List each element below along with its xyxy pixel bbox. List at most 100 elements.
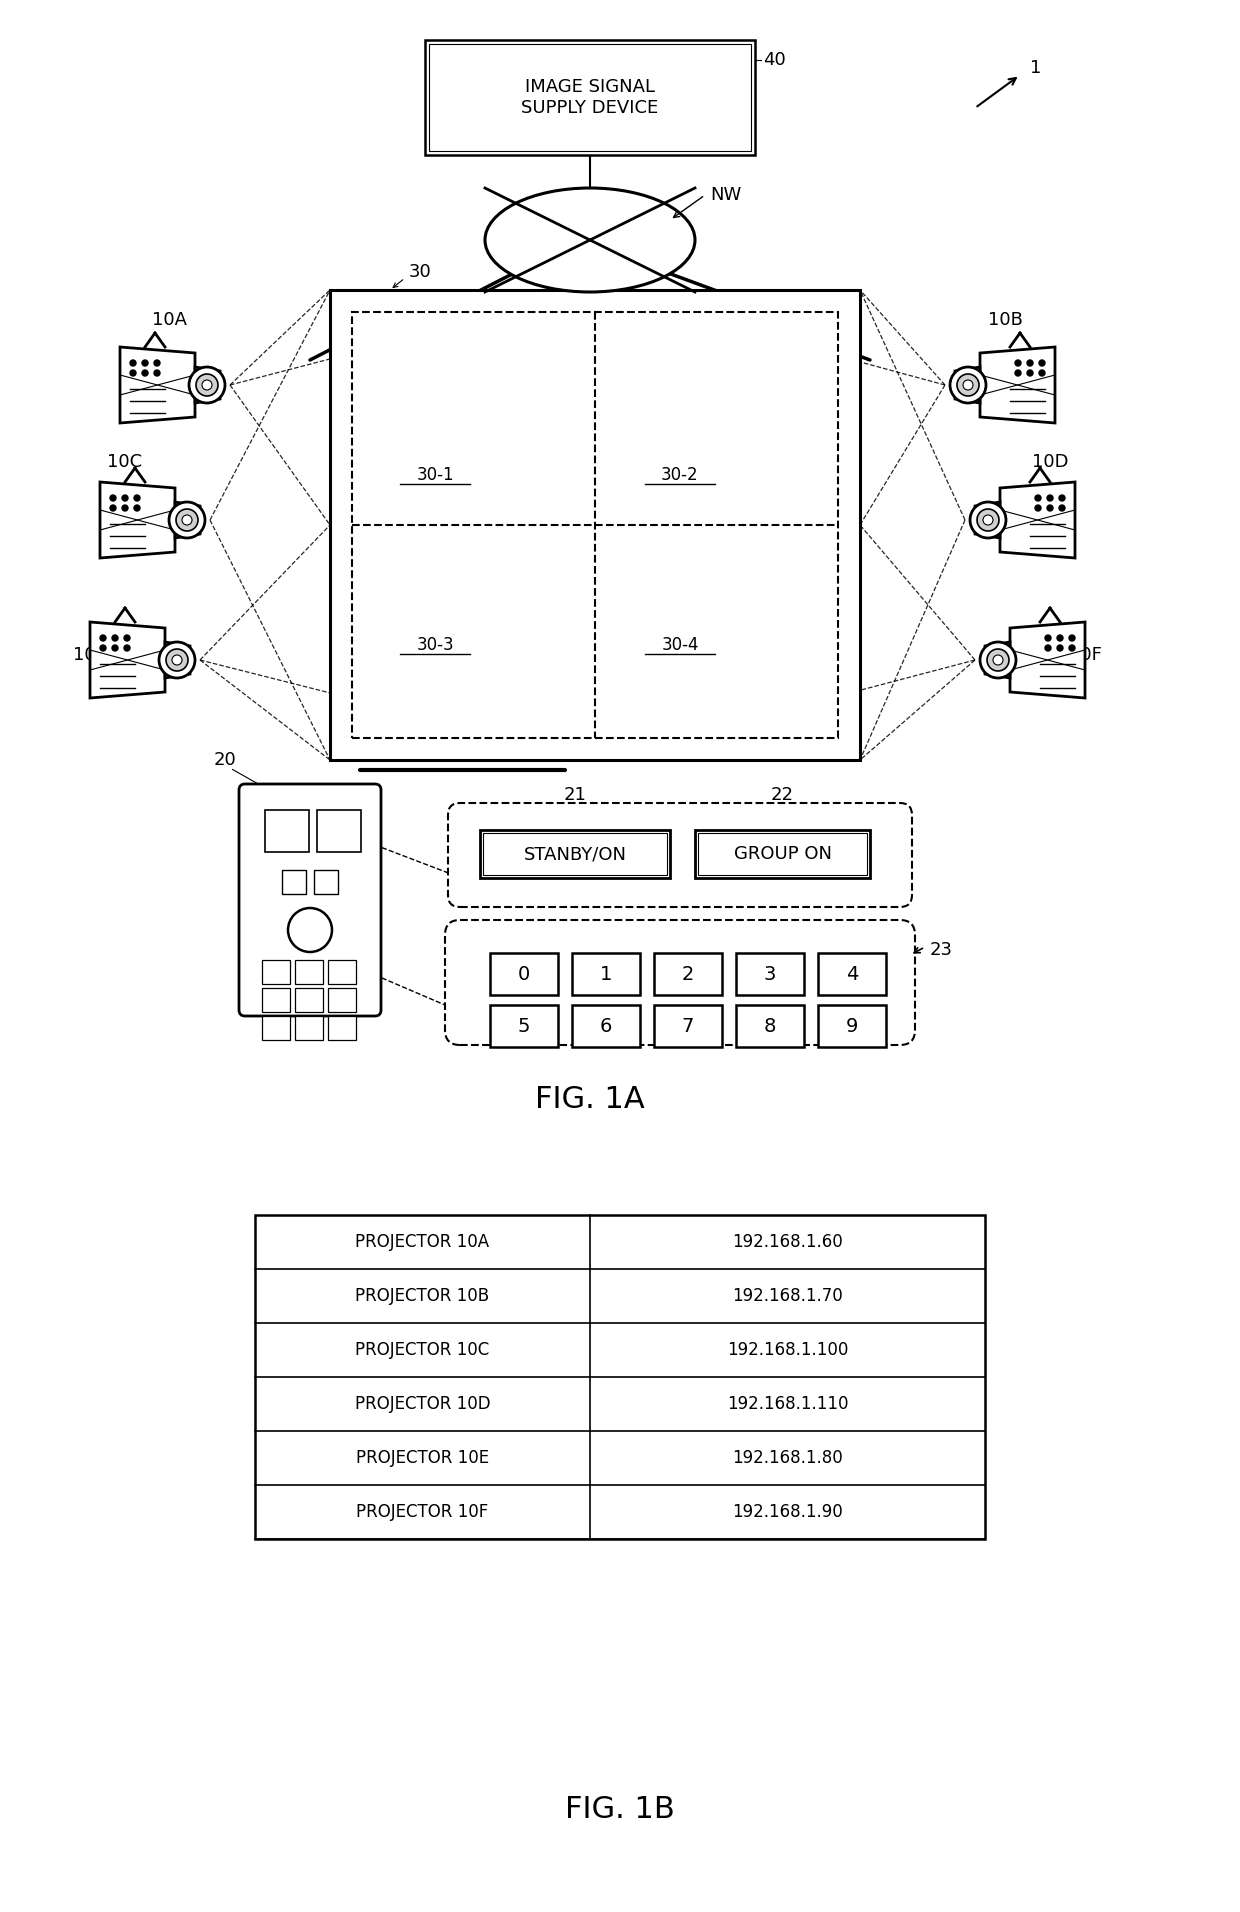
- Polygon shape: [195, 367, 219, 403]
- Bar: [352, 312, 838, 738]
- Bar: [737, 952, 804, 994]
- Circle shape: [112, 635, 118, 641]
- Text: 10F: 10F: [1069, 646, 1101, 663]
- Circle shape: [124, 644, 130, 650]
- Polygon shape: [120, 346, 195, 423]
- Circle shape: [1016, 371, 1021, 377]
- Circle shape: [122, 495, 128, 501]
- Text: 30: 30: [409, 264, 432, 281]
- Text: 7: 7: [682, 1017, 694, 1036]
- Circle shape: [202, 380, 212, 390]
- Text: 22: 22: [771, 786, 794, 805]
- Circle shape: [122, 505, 128, 511]
- Text: 40: 40: [763, 52, 786, 69]
- Text: 10D: 10D: [1032, 453, 1068, 470]
- Text: 23: 23: [930, 941, 954, 960]
- Text: PROJECTOR 10E: PROJECTOR 10E: [356, 1449, 489, 1467]
- Circle shape: [110, 505, 117, 511]
- Ellipse shape: [485, 187, 694, 293]
- Bar: [314, 870, 339, 895]
- Bar: [330, 291, 861, 759]
- Circle shape: [993, 656, 1003, 665]
- Circle shape: [970, 503, 1006, 537]
- Circle shape: [154, 371, 160, 377]
- Circle shape: [100, 635, 105, 641]
- Circle shape: [1035, 505, 1042, 511]
- Polygon shape: [999, 482, 1075, 558]
- Text: IMAGE SIGNAL
SUPPLY DEVICE: IMAGE SIGNAL SUPPLY DEVICE: [521, 78, 658, 117]
- Text: 192.168.1.70: 192.168.1.70: [732, 1287, 843, 1306]
- Bar: [262, 1015, 290, 1040]
- Circle shape: [130, 371, 136, 377]
- Circle shape: [134, 495, 140, 501]
- Circle shape: [987, 648, 1009, 671]
- Bar: [429, 44, 751, 151]
- Circle shape: [176, 509, 198, 532]
- Bar: [653, 1006, 722, 1048]
- Circle shape: [1039, 371, 1045, 377]
- Circle shape: [1069, 644, 1075, 650]
- Bar: [694, 830, 870, 878]
- Circle shape: [1059, 505, 1065, 511]
- Circle shape: [1035, 495, 1042, 501]
- Circle shape: [143, 359, 148, 365]
- Polygon shape: [91, 621, 165, 698]
- Text: 192.168.1.100: 192.168.1.100: [727, 1340, 848, 1359]
- Bar: [255, 1214, 985, 1539]
- Circle shape: [188, 367, 224, 403]
- Bar: [818, 1006, 887, 1048]
- Circle shape: [983, 514, 993, 526]
- Bar: [572, 1006, 640, 1048]
- Text: FIG. 1B: FIG. 1B: [565, 1795, 675, 1824]
- FancyBboxPatch shape: [239, 784, 381, 1015]
- Text: 9: 9: [846, 1017, 858, 1036]
- Circle shape: [1045, 644, 1052, 650]
- Text: 10E: 10E: [73, 646, 107, 663]
- Bar: [425, 40, 755, 155]
- Text: 8: 8: [764, 1017, 776, 1036]
- Circle shape: [1027, 359, 1033, 365]
- Polygon shape: [165, 642, 190, 679]
- Circle shape: [100, 644, 105, 650]
- Text: 30-2: 30-2: [661, 467, 699, 484]
- Text: 20: 20: [213, 751, 237, 769]
- FancyBboxPatch shape: [445, 920, 915, 1046]
- Text: 4: 4: [846, 964, 858, 983]
- Text: 192.168.1.110: 192.168.1.110: [727, 1396, 848, 1413]
- Text: PROJECTOR 10F: PROJECTOR 10F: [356, 1503, 489, 1522]
- Text: 192.168.1.90: 192.168.1.90: [732, 1503, 843, 1522]
- Circle shape: [196, 375, 218, 396]
- Bar: [265, 811, 309, 853]
- Bar: [329, 989, 356, 1011]
- Circle shape: [154, 359, 160, 365]
- Circle shape: [980, 642, 1016, 679]
- Text: FIG. 1A: FIG. 1A: [536, 1086, 645, 1115]
- Text: 1: 1: [600, 964, 613, 983]
- Circle shape: [143, 371, 148, 377]
- Bar: [262, 960, 290, 985]
- Circle shape: [963, 380, 973, 390]
- Circle shape: [110, 495, 117, 501]
- Circle shape: [130, 359, 136, 365]
- Circle shape: [1056, 644, 1063, 650]
- Text: 30-3: 30-3: [417, 637, 454, 654]
- Polygon shape: [975, 503, 999, 537]
- Circle shape: [1047, 505, 1053, 511]
- Bar: [490, 1006, 558, 1048]
- Circle shape: [1016, 359, 1021, 365]
- Text: PROJECTOR 10C: PROJECTOR 10C: [356, 1340, 490, 1359]
- Bar: [295, 1015, 322, 1040]
- Bar: [295, 989, 322, 1011]
- Bar: [329, 1015, 356, 1040]
- Bar: [295, 960, 322, 985]
- Circle shape: [172, 656, 182, 665]
- Text: 10C: 10C: [108, 453, 143, 470]
- Circle shape: [182, 514, 192, 526]
- Circle shape: [1027, 371, 1033, 377]
- Text: PROJECTOR 10B: PROJECTOR 10B: [356, 1287, 490, 1306]
- Bar: [281, 870, 306, 895]
- Circle shape: [977, 509, 999, 532]
- Text: 21: 21: [563, 786, 587, 805]
- Text: PROJECTOR 10D: PROJECTOR 10D: [355, 1396, 490, 1413]
- Circle shape: [166, 648, 188, 671]
